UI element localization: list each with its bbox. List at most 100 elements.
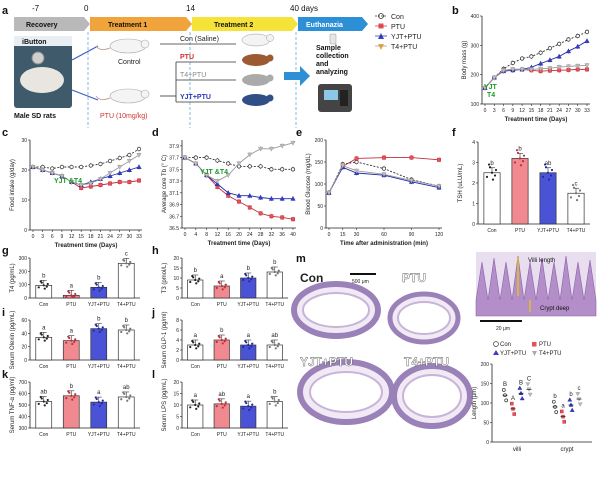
h-dot-Con-5 <box>197 280 200 283</box>
b-point-Con-9 <box>566 37 571 42</box>
c-point-YJT+PTU-11 <box>136 164 142 169</box>
b-point-YJT+PTU-8 <box>556 53 562 59</box>
i-dot-YJT+PTU-6 <box>97 327 100 330</box>
m-ytick-label-4: 200 <box>481 362 490 368</box>
control-rat <box>95 38 150 54</box>
panel-label-j: j <box>151 307 155 319</box>
k-dot-T4+PTU-4 <box>122 391 125 394</box>
m-letter-crypt-PTU: a <box>561 404 565 410</box>
day-label-14: 14 <box>186 4 195 13</box>
panel-l: l 0 5 10 15 20 Serum LPS (pg/mL) a Con ab PTU a YJT… <box>152 369 288 438</box>
k-xlabel-T4+PTU: T4+PTU <box>117 432 136 438</box>
c-xtick-label-1: 3 <box>41 234 44 240</box>
e-xtick-label-3: 60 <box>381 232 387 238</box>
g-xlabel-T4+PTU: T4+PTU <box>117 302 136 308</box>
l-dot-YJT+PTU-0 <box>242 407 245 410</box>
g-ytick-label-1: 100 <box>19 283 28 289</box>
legend-m-yjt-marker <box>493 350 499 355</box>
l-ytick-label-4: 20 <box>173 380 179 386</box>
i-dot-YJT+PTU-0 <box>92 329 95 332</box>
l-dot-PTU-6 <box>220 402 223 405</box>
m-letter-villi-Con: B <box>503 382 507 388</box>
c-xtick-label-8: 24 <box>107 234 113 240</box>
m-letter-crypt-YJT+PTU: b <box>569 392 573 398</box>
j-dot-T4+PTU-5 <box>276 345 279 348</box>
e-ytick-label-3: 150 <box>315 160 324 166</box>
l-dot-PTU-2 <box>221 406 224 409</box>
f-dot-YJT+PTU-0 <box>541 175 545 178</box>
b-point-Con-8 <box>557 41 562 46</box>
b-xlabel: Treatment time (Days) <box>505 117 568 123</box>
d-point-T4+PTU-0 <box>182 155 188 161</box>
h-dot-Con-6 <box>194 278 197 282</box>
chart-f: 0 1 2 3 4 TSH (uLU/mL) b Con b PTU ab YJT+PTU c T4+PT… <box>458 140 590 234</box>
d-ytick-label-4: 37.3 <box>169 179 179 185</box>
l-dot-PTU-3 <box>224 401 227 404</box>
d-point-T4+PTU-5 <box>236 161 242 167</box>
m-letter-crypt-T4+PTU: c <box>578 386 581 392</box>
phase-recovery-arrow <box>14 17 90 31</box>
tube-icon <box>329 33 337 45</box>
f-dot-Con-6 <box>490 171 494 174</box>
c-point-T4+PTU-3 <box>59 174 65 179</box>
m-point-villi-Con-0 <box>501 388 506 392</box>
g-dot-T4+PTU-4 <box>122 258 125 262</box>
k-ylabel: Serum TNF-α (pg/ml) <box>10 377 16 434</box>
panel-h: h 0 5 10 15 20 T3 (pmol/L) b Con a PTU b YJT+PTU b T4… <box>152 245 288 308</box>
b-xtick-label-5: 15 <box>529 108 535 114</box>
d-xtick-label-9: 36 <box>279 232 285 238</box>
j-dot-PTU-3 <box>224 337 227 340</box>
l-dot-Con-6 <box>194 403 197 407</box>
d-xtick-label-5: 20 <box>236 232 242 238</box>
legend-m-con-marker <box>493 341 499 347</box>
day-label-40: 40 days <box>290 4 318 13</box>
c-point-Con-5 <box>79 164 84 170</box>
b-point-PTU-11 <box>585 67 589 72</box>
j-ytick-label-0: 0 <box>176 358 179 364</box>
f-dot-Con-0 <box>485 175 489 178</box>
f-xlabel-YJT+PTU: YJT+PTU <box>537 228 559 234</box>
m-axes <box>491 364 592 443</box>
g-dot-YJT+PTU-6 <box>97 286 100 289</box>
f-xlabel-T4+PTU: T4+PTU <box>567 228 586 234</box>
l-ytick-label-1: 5 <box>176 415 179 421</box>
k-dot-Con-5 <box>45 401 48 405</box>
g-dot-Con-5 <box>45 285 48 288</box>
b-point-Con-6 <box>538 50 543 55</box>
d-xtick-label-8: 32 <box>269 232 275 238</box>
f-dot-T4+PTU-6 <box>574 192 578 195</box>
d-point-YJT+PTU-6 <box>247 193 253 198</box>
rat-con-result <box>241 33 274 47</box>
m-xlabel-crypt: crypt <box>560 447 573 453</box>
l-dot-YJT+PTU-4 <box>244 400 247 403</box>
i-dot-Con-4 <box>39 332 42 335</box>
h-ytick-label-1: 5 <box>176 286 179 292</box>
h-ytick-label-4: 20 <box>173 256 179 262</box>
panel-label-m: m <box>296 253 306 265</box>
j-dot-PTU-5 <box>223 340 226 343</box>
f-dot-YJT+PTU-1 <box>544 166 548 169</box>
d-point-PTU-7 <box>258 211 263 216</box>
analyzer-screen <box>324 90 338 100</box>
f-dot-PTU-2 <box>519 164 523 167</box>
l-xlabel-T4+PTU: T4+PTU <box>265 432 284 438</box>
d-point-YJT+PTU-5 <box>236 193 242 198</box>
k-dot-YJT+PTU-3 <box>101 399 104 402</box>
b-point-T4+PTU-4 <box>519 67 525 73</box>
k-dot-PTU-4 <box>67 390 70 393</box>
b-point-Con-11 <box>584 29 590 34</box>
b-point-T4+PTU-10 <box>575 63 581 69</box>
i-dot-Con-5 <box>45 337 48 340</box>
k-ytick-label-3: 600 <box>19 392 28 398</box>
b-point-YJT+PTU-9 <box>565 48 572 54</box>
annot-b-t4: T4 <box>487 92 495 99</box>
h-letter-T4+PTU: b <box>273 260 277 266</box>
j-dot-T4+PTU-4 <box>270 339 273 343</box>
villi-tissue <box>475 255 597 317</box>
c-point-Con-9 <box>117 155 122 161</box>
branch-arrow-top <box>71 45 99 61</box>
e-point-T4+PTU-5 <box>436 184 442 189</box>
